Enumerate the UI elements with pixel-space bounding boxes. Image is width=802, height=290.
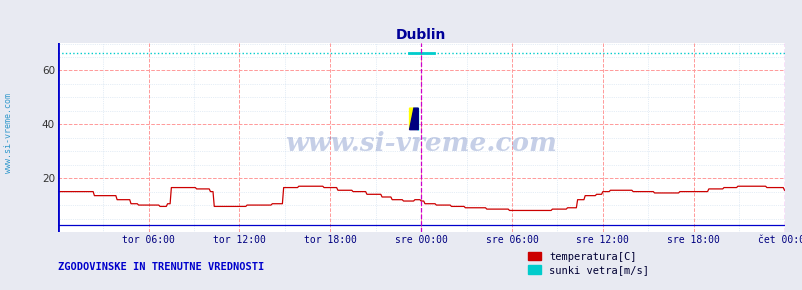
- Legend: temperatura[C], sunki vetra[m/s]: temperatura[C], sunki vetra[m/s]: [524, 248, 653, 279]
- Text: www.si-vreme.com: www.si-vreme.com: [3, 93, 13, 173]
- Polygon shape: [413, 108, 418, 130]
- Title: Dublin: Dublin: [395, 28, 446, 42]
- Polygon shape: [409, 108, 413, 130]
- Text: ZGODOVINSKE IN TRENUTNE VREDNOSTI: ZGODOVINSKE IN TRENUTNE VREDNOSTI: [58, 262, 264, 272]
- Text: www.si-vreme.com: www.si-vreme.com: [285, 131, 557, 156]
- Polygon shape: [409, 108, 418, 130]
